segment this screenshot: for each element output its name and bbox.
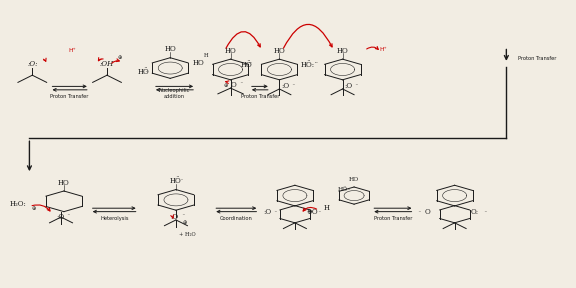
Text: ⊕: ⊕ — [31, 206, 36, 211]
Text: H: H — [324, 204, 329, 213]
Text: O: O — [424, 208, 430, 216]
Text: HÖ: HÖ — [240, 60, 252, 69]
Text: :O: :O — [263, 208, 271, 216]
Text: HO: HO — [225, 47, 236, 55]
Text: Heterolysis: Heterolysis — [100, 216, 128, 221]
Text: :O: :O — [281, 82, 289, 90]
Text: H⁺: H⁺ — [69, 48, 77, 53]
Text: O:: O: — [471, 208, 479, 216]
Text: HÖ: HÖ — [338, 187, 348, 192]
Text: :OH: :OH — [100, 60, 114, 68]
Text: O: O — [230, 81, 236, 89]
Text: H: H — [204, 53, 209, 58]
Text: H₂O:: H₂O: — [9, 200, 26, 208]
Text: :O: :O — [344, 82, 353, 90]
Text: :O:: :O: — [27, 60, 37, 68]
Text: ⊕O: ⊕O — [306, 208, 318, 216]
Text: HO: HO — [58, 179, 70, 187]
Text: HÖ: HÖ — [170, 177, 182, 185]
Text: ⊕: ⊕ — [183, 220, 187, 225]
Text: HÖ: HÖ — [137, 68, 149, 76]
Text: HO: HO — [349, 177, 359, 182]
Text: Proton Transfer: Proton Transfer — [241, 94, 279, 99]
Text: ⊕: ⊕ — [223, 83, 228, 88]
Text: HO: HO — [193, 59, 205, 67]
Text: :O: :O — [170, 213, 179, 221]
Text: HÖ:: HÖ: — [301, 60, 315, 69]
Text: HO: HO — [337, 47, 348, 55]
Text: Proton Transfer: Proton Transfer — [51, 94, 89, 99]
Text: Nucleophilic
addition: Nucleophilic addition — [158, 88, 190, 99]
Text: :O: :O — [56, 213, 64, 221]
Text: Coordination: Coordination — [220, 216, 253, 221]
Text: Proton Transfer: Proton Transfer — [518, 56, 556, 60]
Text: HO: HO — [274, 47, 285, 55]
Text: + H₂O: + H₂O — [179, 232, 196, 237]
Text: H⁺: H⁺ — [379, 47, 386, 52]
Text: HO: HO — [164, 46, 176, 54]
Text: Proton Transfer: Proton Transfer — [374, 216, 412, 221]
Text: ⊕: ⊕ — [118, 56, 122, 60]
